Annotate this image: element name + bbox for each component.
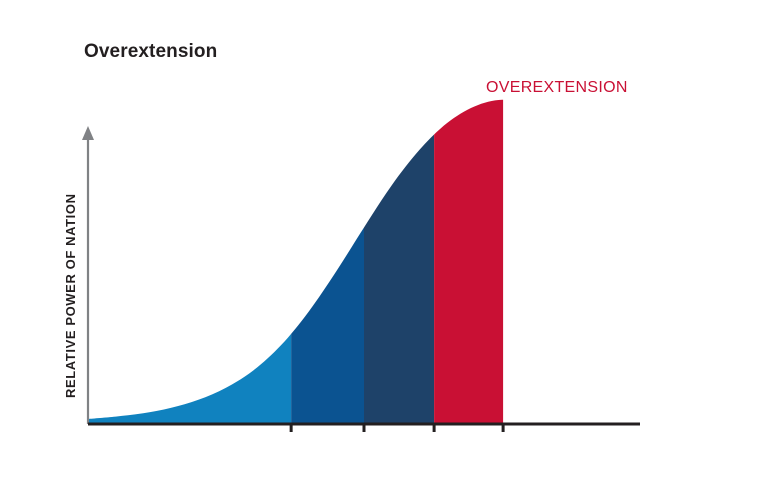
page-title: Overextension [84, 41, 218, 62]
curve-band-peak [364, 99, 435, 424]
curve-band-group [88, 99, 504, 424]
overextension-annotation-label: OVEREXTENSION [486, 79, 628, 96]
x-axis-tick-group [289, 424, 505, 432]
y-axis-arrow-icon [82, 126, 94, 140]
curve-band-rise-early [88, 99, 292, 424]
curve-band-overextension [434, 99, 504, 424]
curve-band-rise-late [291, 99, 364, 424]
